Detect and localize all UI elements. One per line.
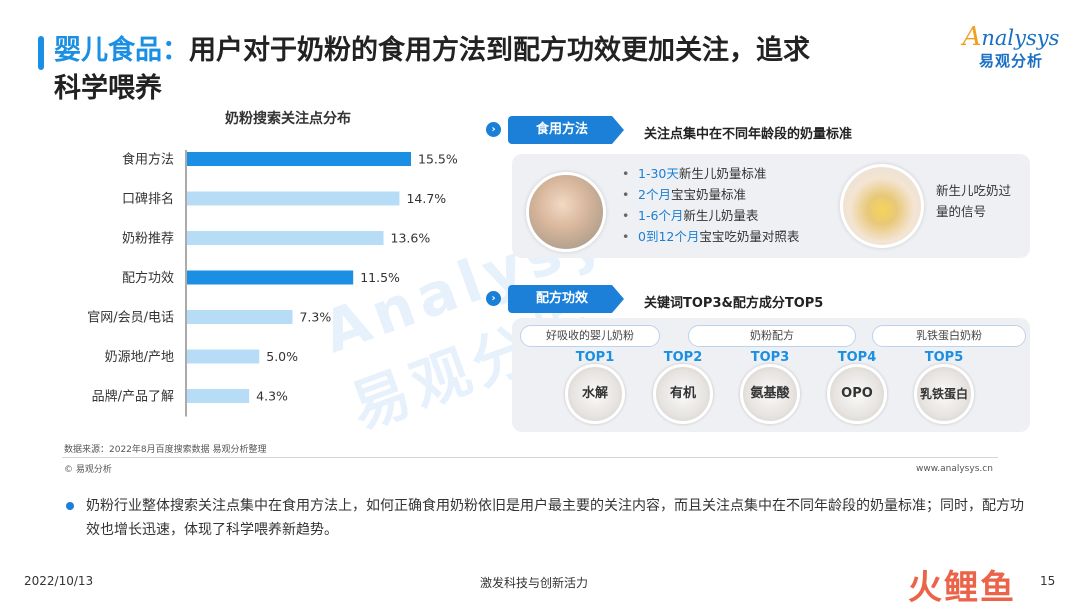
logo-cn: 易观分析	[978, 52, 1043, 70]
section1-chevron-icon: ›	[486, 122, 501, 137]
value-label: 7.3%	[299, 310, 331, 325]
summary-text: 奶粉行业整体搜索关注点集中在食用方法上，如何正确食用奶粉依旧是用户最主要的关注内…	[86, 498, 1024, 538]
bullet-text: 新生儿奶量表	[683, 208, 759, 223]
bullet-text: 宝宝吃奶量对照表	[699, 229, 800, 244]
bar	[187, 152, 411, 166]
bar	[187, 231, 384, 245]
section1-label: 食用方法	[508, 116, 624, 144]
ingredient-circle: 氨基酸	[740, 364, 800, 424]
section2-desc: 关键词TOP3&配方成分TOP5	[644, 296, 824, 311]
milk-bottle-photo	[840, 164, 924, 248]
value-label: 5.0%	[266, 349, 298, 364]
category-label: 官网/会员/电话	[87, 310, 174, 326]
top-rank-label: TOP3	[750, 350, 790, 365]
title-line1: 用户对于奶粉的食用方法到配方功效更加关注，追求	[189, 35, 810, 66]
bar	[187, 191, 400, 206]
bar-chart: 食用方法 15.5% 口碑排名 14.7% 奶粉推荐 13.6% 配方功效 11.5% 官网/会…	[87, 150, 458, 417]
category-label: 奶粉推荐	[122, 232, 174, 247]
logo-en: nalysys	[981, 26, 1060, 50]
feeding-bullet-item: 2个月宝宝奶量标准	[622, 184, 799, 205]
website-link[interactable]: www.analysys.cn	[916, 464, 993, 474]
overfeeding-signal-text: 新生儿吃奶过量的信号	[936, 183, 1012, 219]
value-label: 4.3%	[256, 389, 288, 404]
value-label: 11.5%	[360, 270, 400, 285]
value-label: 13.6%	[391, 231, 431, 246]
data-source: 数据来源：2022年8月百度搜索数据 易观分析整理	[64, 445, 267, 455]
section1-desc: 关注点集中在不同年龄段的奶量标准	[644, 127, 853, 142]
keyword-pill: 好吸收的婴儿奶粉	[520, 325, 660, 347]
baby-feeding-photo	[526, 172, 606, 252]
page-number: 15	[1040, 574, 1056, 588]
chart-title: 奶粉搜索关注点分布	[225, 111, 351, 127]
keyword-pill: 奶粉配方	[688, 325, 856, 347]
bar	[187, 310, 293, 324]
title-prefix: 婴儿食品：	[54, 35, 189, 66]
bullet-highlight: 1-6个月	[638, 208, 684, 223]
bullet-text: 新生儿奶量标准	[678, 166, 767, 181]
analysys-logo: Analysys 易观分析	[956, 22, 1066, 71]
copyright: © 易观分析	[64, 465, 112, 475]
ingredient-circle: 水解	[565, 364, 625, 424]
page-title: 婴儿食品：用户对于奶粉的食用方法到配方功效更加关注，追求 科学喂养	[54, 32, 954, 108]
bar	[187, 270, 354, 285]
feeding-bullet-item: 1-30天新生儿奶量标准	[622, 163, 799, 184]
ingredient-circle: 乳铁蛋白	[914, 364, 974, 424]
value-label: 14.7%	[406, 191, 446, 206]
keyword-pill: 乳铁蛋白奶粉	[872, 325, 1026, 347]
category-label: 口碑排名	[122, 191, 174, 207]
footer-slogan: 激发科技与创新活力	[480, 576, 589, 590]
logo-initial: A	[962, 22, 982, 52]
category-label: 品牌/产品了解	[92, 389, 174, 405]
section2-label: 配方功效	[508, 285, 624, 313]
bullet-highlight: 0到12个月	[638, 229, 700, 244]
top-rank-label: TOP2	[663, 350, 703, 365]
divider	[62, 457, 998, 458]
feeding-bullet-item: 1-6个月新生儿奶量表	[622, 205, 799, 226]
bullet-text: 宝宝奶量标准	[670, 187, 746, 202]
feeding-bullets: 1-30天新生儿奶量标准2个月宝宝奶量标准1-6个月新生儿奶量表0到12个月宝宝…	[622, 163, 799, 247]
footer-date: 2022/10/13	[24, 574, 94, 588]
section2-chevron-icon: ›	[486, 291, 501, 306]
ingredient-circle: 有机	[653, 364, 713, 424]
ingredient-circle: OPO	[827, 364, 887, 424]
feeding-bullet-item: 0到12个月宝宝吃奶量对照表	[622, 226, 799, 247]
top-rank-label: TOP1	[575, 350, 615, 365]
category-label: 食用方法	[122, 152, 174, 168]
value-label: 15.5%	[418, 152, 458, 167]
bar	[187, 389, 250, 403]
category-label: 奶源地/产地	[105, 350, 174, 365]
bullet-highlight: 2个月	[638, 187, 671, 202]
title-line2: 科学喂养	[54, 73, 162, 104]
title-accent-bar	[38, 36, 44, 70]
bar	[187, 349, 260, 364]
top-rank-label: TOP5	[924, 350, 964, 365]
summary-bullet-icon	[66, 502, 74, 510]
brand-watermark: 火鲤鱼	[908, 568, 1016, 608]
top-rank-label: TOP4	[837, 350, 877, 365]
bullet-highlight: 1-30天	[638, 166, 679, 181]
category-label: 配方功效	[122, 270, 174, 286]
